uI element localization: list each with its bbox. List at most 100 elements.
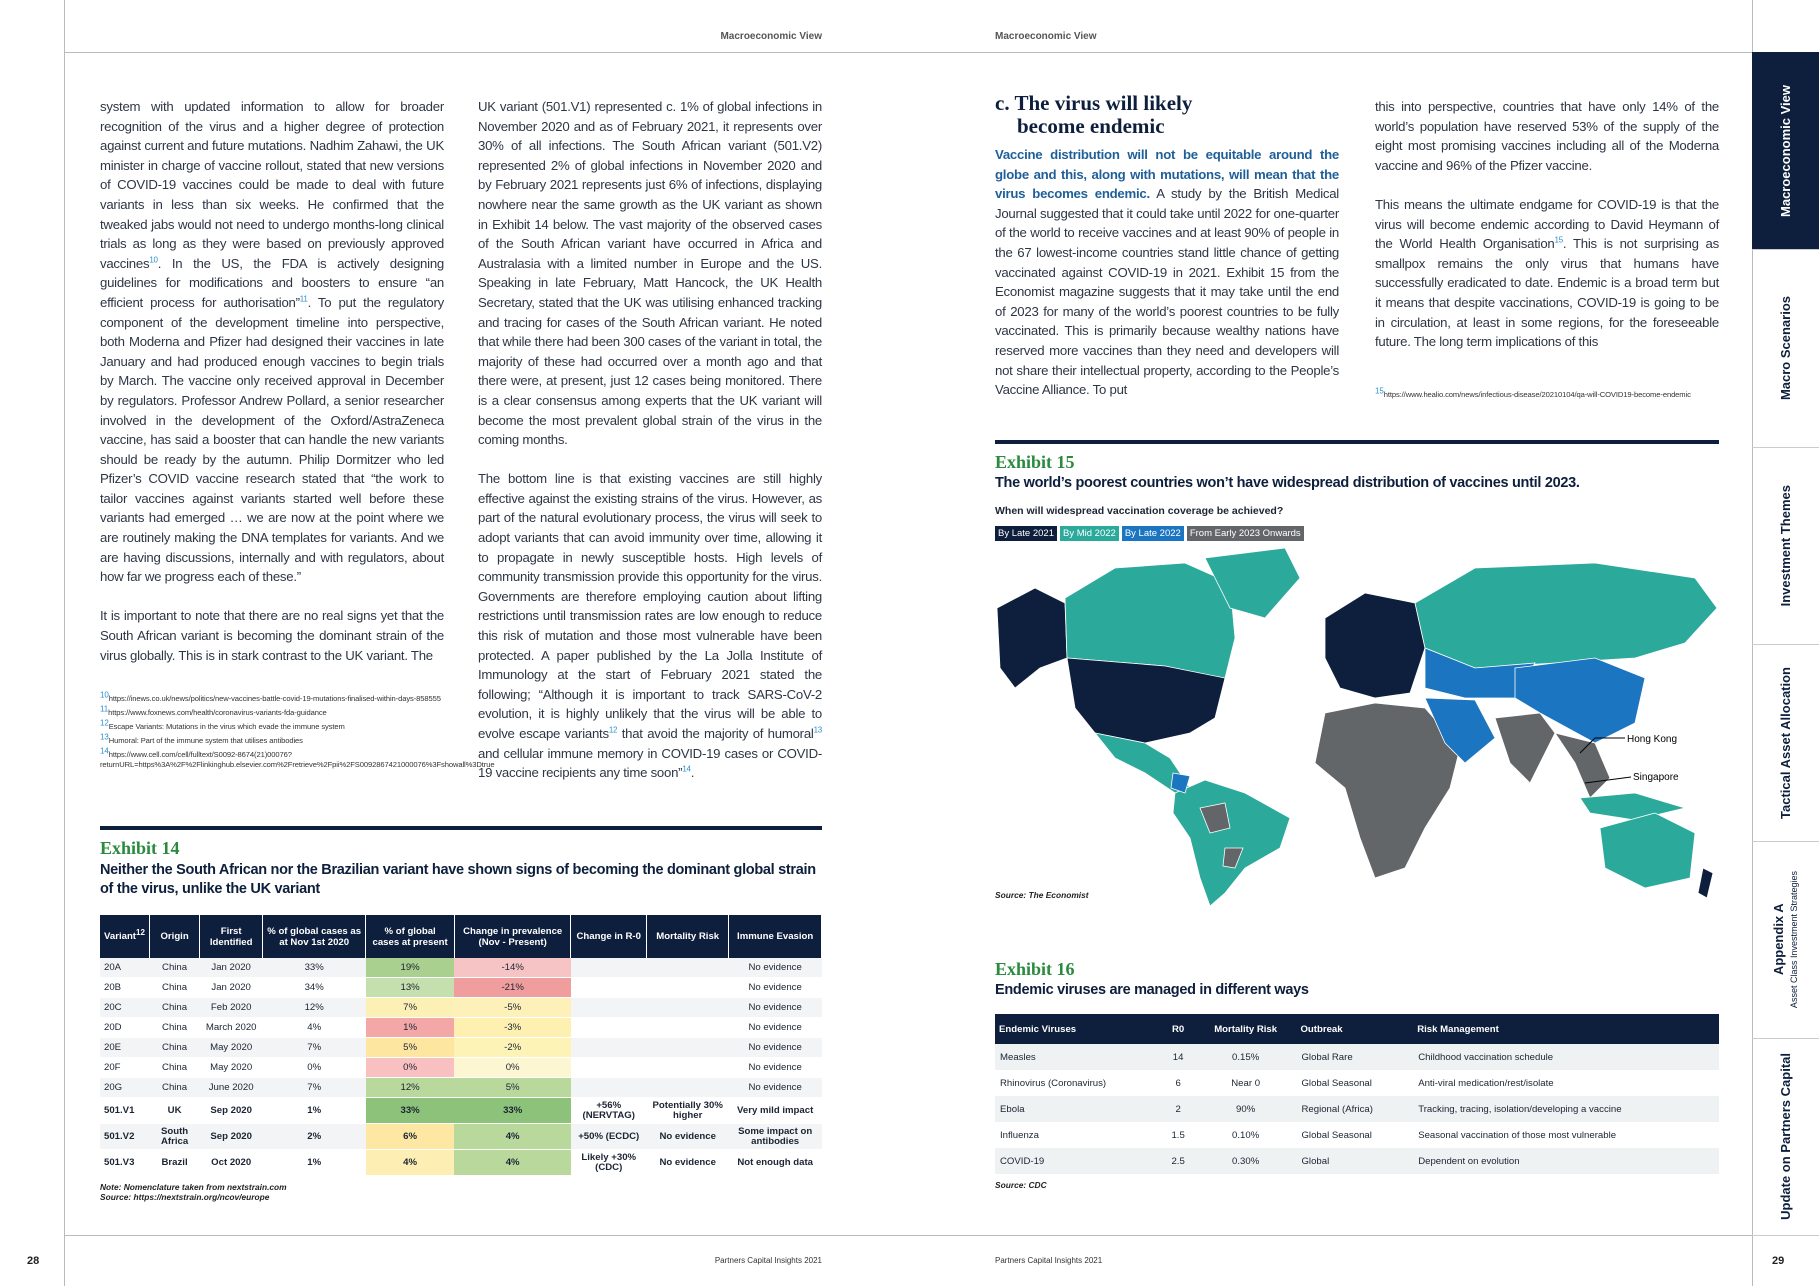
cell-text: 7% [307, 1041, 322, 1053]
table-cell [646, 958, 729, 978]
side-tab[interactable]: Tactical Asset Allocation [1752, 644, 1819, 842]
text-run: The bottom line is that existing vaccine… [478, 471, 822, 741]
footnote-text: https://www.foxnews.com/health/coronavir… [108, 708, 327, 717]
table-cell: 1.5 [1171, 1129, 1185, 1141]
footnotes: 10https://inews.co.uk/news/politics/new-… [100, 691, 495, 774]
tab-title: Macroeconomic View [1778, 84, 1793, 217]
table-cell [570, 1037, 647, 1058]
footnote-number: 11 [100, 704, 109, 714]
table-cell: 20B [100, 977, 150, 998]
header-text: Change in R-0 [576, 931, 641, 942]
cell-text: 20F [104, 1061, 121, 1073]
footnote-number: 13 [100, 732, 109, 742]
table-cell: 0% [262, 1057, 366, 1078]
tab-subtitle: Asset Class Investment Strategies [1788, 870, 1799, 1009]
cell-text: 1% [307, 1104, 322, 1116]
table-cell: Near 0 [1231, 1077, 1261, 1089]
cell-text: Potentially 30% higher [652, 1099, 723, 1121]
tab-title: Macro Scenarios [1778, 295, 1793, 401]
paragraph: this into perspective, countries that ha… [1375, 97, 1719, 175]
table-cell: 12% [365, 1077, 455, 1098]
table-row: COVID-19 2.5 0.30% Global Dependent on evolu… [995, 1148, 1719, 1174]
table-cell: -14% [454, 958, 571, 978]
table-cell [646, 1017, 729, 1038]
page-edge [1752, 0, 1753, 1286]
table-cell: May 2020 [199, 1037, 263, 1058]
cell-text: 501.V2 [104, 1130, 135, 1142]
header-text: Variant [104, 931, 136, 942]
tab-label: Investment Themes [1778, 485, 1793, 606]
table-cell: Feb 2020 [199, 997, 263, 1018]
table-cell: 6% [365, 1123, 455, 1150]
side-tab[interactable]: Macroeconomic View [1752, 52, 1819, 250]
header-row: Endemic Viruses R0 Mortality Risk Outbreak R… [995, 1014, 1719, 1044]
footer-text: Partners Capital Insights 2021 [995, 1256, 1103, 1265]
paragraph: The bottom line is that existing vaccine… [478, 469, 822, 783]
footnote-number: 15 [1375, 386, 1384, 396]
region [1697, 867, 1714, 899]
footnote-ref: 15 [1554, 235, 1564, 245]
region [1324, 592, 1426, 699]
table-cell: 19% [365, 958, 455, 978]
header-text: Change in prevalence (Nov - Present) [463, 925, 563, 948]
region [1554, 732, 1611, 799]
side-tab[interactable]: Appendix A Asset Class Investment Strateg… [1752, 841, 1819, 1039]
table-cell: 13% [365, 977, 455, 998]
table-cell: Oct 2020 [199, 1149, 263, 1176]
region [1204, 548, 1301, 619]
footnote-text: Humoral: Part of the immune system that … [108, 736, 303, 745]
paragraph: UK variant (501.V1) represented c. 1% of… [478, 97, 822, 450]
side-tab[interactable]: Update on Partners Capital [1752, 1038, 1819, 1236]
table-cell: June 2020 [199, 1077, 263, 1098]
table-cell: +50% (ECDC) [570, 1123, 647, 1150]
cell-text: UK [167, 1104, 182, 1116]
cell-text: -3% [504, 1021, 522, 1033]
column-header: Change in prevalence (Nov - Present) [454, 915, 572, 958]
cell-text: 0% [505, 1061, 520, 1073]
tab-label: Macro Scenarios [1778, 296, 1793, 400]
tab-title: Tactical Asset Allocation [1778, 666, 1793, 819]
table-cell: March 2020 [199, 1017, 263, 1038]
tab-label: Update on Partners Capital [1778, 1053, 1793, 1220]
map-source: Source: The Economist [995, 890, 1089, 900]
cell-text: Sep 2020 [210, 1130, 252, 1142]
table-cell: COVID-19 [995, 1148, 1162, 1174]
cell-text: +56% (NERVTAG) [582, 1099, 635, 1121]
page-number: 29 [1772, 1255, 1785, 1267]
table-cell: 33% [365, 1097, 455, 1124]
table-cell: Likely +30% (CDC) [570, 1149, 647, 1176]
paragraph: Vaccine distribution will not be equitab… [995, 145, 1339, 400]
region [1424, 697, 1496, 764]
table-cell: China [149, 1057, 200, 1078]
cell-text: 501.V3 [104, 1156, 135, 1168]
column-header: Endemic Viruses [995, 1014, 1162, 1044]
region [996, 587, 1068, 689]
exhibit-title: Endemic viruses are managed in different… [995, 982, 1309, 998]
column-header: % of global cases at present [365, 915, 455, 958]
table-cell: 4% [454, 1149, 571, 1176]
header-text: First Identified [209, 925, 253, 948]
table-cell: 501.V1 [100, 1097, 150, 1124]
cell-text: China [162, 961, 188, 973]
table-cell: 33% [454, 1097, 571, 1124]
table-cell: 2 [1161, 1096, 1195, 1122]
side-tab[interactable]: Investment Themes [1752, 447, 1819, 645]
table-note: Note: Nomenclature taken from nextstrain… [100, 1182, 287, 1192]
column-header: Mortality Risk [1194, 1014, 1297, 1044]
text-run: that avoid the majority of humoral [617, 726, 814, 741]
page-number: 28 [27, 1255, 40, 1267]
table-row: Measles 14 0.15% Global Rare Childhood vacci… [995, 1044, 1719, 1070]
cell-text: China [162, 1041, 188, 1053]
table-cell: 501.V2 [100, 1123, 150, 1150]
table-cell: Rhinovirus (Coronavirus) [1000, 1077, 1107, 1089]
table-cell: -5% [454, 997, 571, 1018]
cell-text: 0% [307, 1061, 322, 1073]
side-tab[interactable]: Macro Scenarios [1752, 249, 1819, 448]
table-cell [570, 958, 647, 978]
table-cell: No evidence [646, 1123, 729, 1150]
table-cell [570, 997, 647, 1018]
table-cell: 5% [454, 1077, 571, 1098]
table-row: 501.V3 Brazil Oct 2020 1% 4% 4% Likely +30% (C… [100, 1149, 822, 1176]
text-run: and cellular immune memory in COVID-19 c… [478, 745, 822, 781]
